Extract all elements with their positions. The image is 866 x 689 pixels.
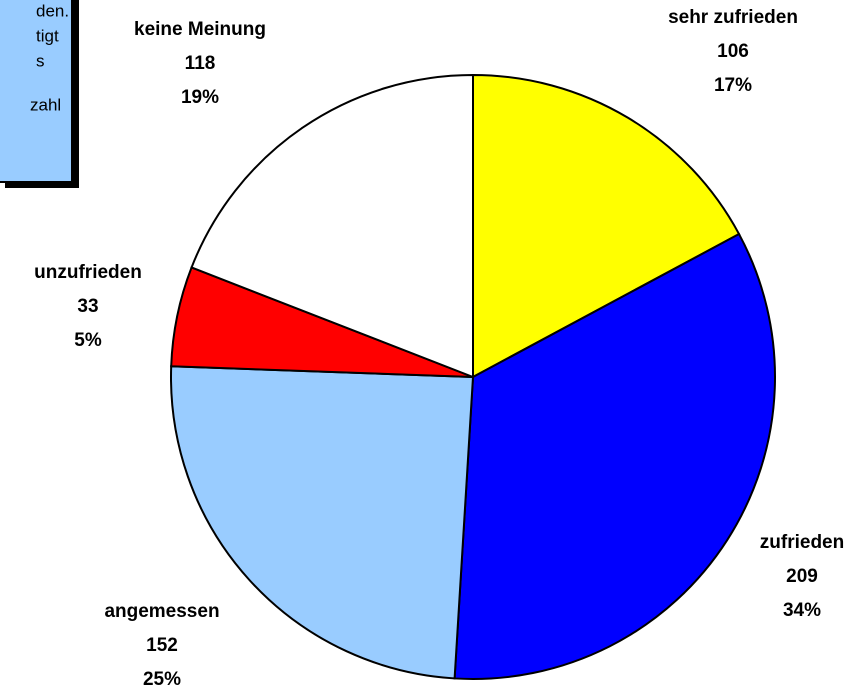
labels: sehr zufrieden 106 17% zufrieden 209 34% angem… xyxy=(34,7,844,689)
slice-label: unzufrieden xyxy=(34,262,142,283)
note-text: zahl xyxy=(30,95,61,114)
slice-label: sehr zufrieden xyxy=(668,7,798,28)
slice-label: keine Meinung xyxy=(134,19,266,40)
slice-label: angemessen xyxy=(104,601,219,622)
note-text: tigt xyxy=(36,26,59,45)
value-label: 152 xyxy=(146,635,178,656)
notes: den. tigt s zahl xyxy=(30,1,69,114)
note-text: den. xyxy=(36,1,69,20)
pie xyxy=(170,73,776,680)
pie-slice xyxy=(190,73,474,379)
percent-label: 34% xyxy=(783,600,821,621)
pie-slice xyxy=(170,365,475,680)
note-text: s xyxy=(36,51,45,70)
percent-label: 19% xyxy=(181,87,219,108)
slice-label: zufrieden xyxy=(760,532,844,553)
pie-slice xyxy=(453,232,776,680)
percent-label: 5% xyxy=(74,330,102,351)
value-label: 209 xyxy=(786,566,818,587)
percent-label: 25% xyxy=(143,669,181,689)
pie-slice xyxy=(472,73,741,379)
percent-label: 17% xyxy=(714,75,752,96)
value-label: 106 xyxy=(717,41,749,62)
note-box xyxy=(0,0,73,183)
value-label: 33 xyxy=(77,296,98,317)
value-label: 118 xyxy=(185,53,216,74)
